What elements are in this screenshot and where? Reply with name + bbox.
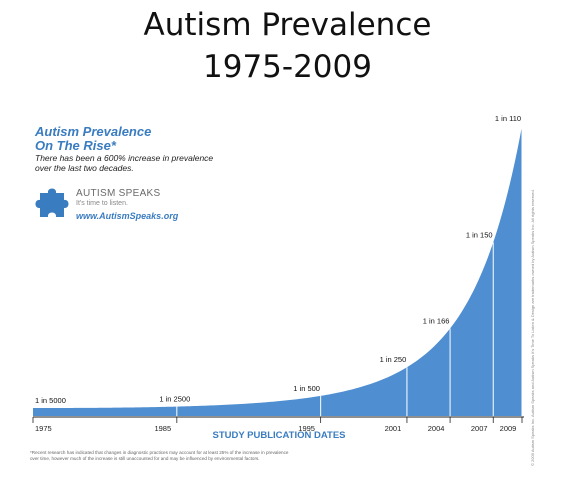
- prevalence-label: 1 in 2500: [159, 395, 190, 404]
- promo-title-line-1: Autism Prevalence: [35, 124, 152, 139]
- footnote-line-2: over time, however much of the increase …: [30, 456, 260, 461]
- x-axis-title: STUDY PUBLICATION DATES: [212, 430, 345, 441]
- x-tick-label: 2007: [471, 424, 488, 433]
- brand-name: AUTISM SPEAKS: [76, 188, 161, 199]
- promo-title-line-2: On The Rise*: [35, 138, 116, 153]
- x-tick-label: 1995: [298, 424, 315, 433]
- puzzle-piece-icon: [35, 188, 69, 217]
- x-tick-label: 2001: [385, 424, 402, 433]
- slide-title-line-1: Autism Prevalence: [143, 7, 432, 43]
- prevalence-label: 1 in 110: [495, 114, 521, 123]
- prevalence-label: 1 in 500: [293, 384, 320, 393]
- x-tick-label: 2004: [428, 424, 445, 433]
- puzzle-piece-shape: [35, 188, 69, 217]
- prevalence-label: 1 in 166: [423, 316, 450, 325]
- prevalence-label: 1 in 5000: [35, 396, 66, 405]
- prevalence-area: [33, 126, 522, 416]
- x-tick-label: 1985: [154, 424, 171, 433]
- x-tick-label: 2009: [500, 424, 517, 433]
- x-tick-label: 1975: [35, 424, 52, 433]
- brand-url: www.AutismSpeaks.org: [76, 211, 179, 221]
- footnote-line-1: *Recent research has indicated that chan…: [30, 450, 289, 455]
- brand-tagline: It's time to listen.: [76, 200, 128, 207]
- promo-subtitle-line-1: There has been a 600% increase in preval…: [35, 153, 214, 163]
- promo-subtitle-line-2: over the last two decades.: [35, 163, 134, 173]
- prevalence-label: 1 in 250: [380, 355, 407, 364]
- slide-title-line-2: 1975-2009: [203, 49, 372, 85]
- prevalence-label: 1 in 150: [466, 230, 493, 239]
- side-copyright: © 2009 Autism Speaks Inc. Autism Speaks …: [530, 189, 535, 466]
